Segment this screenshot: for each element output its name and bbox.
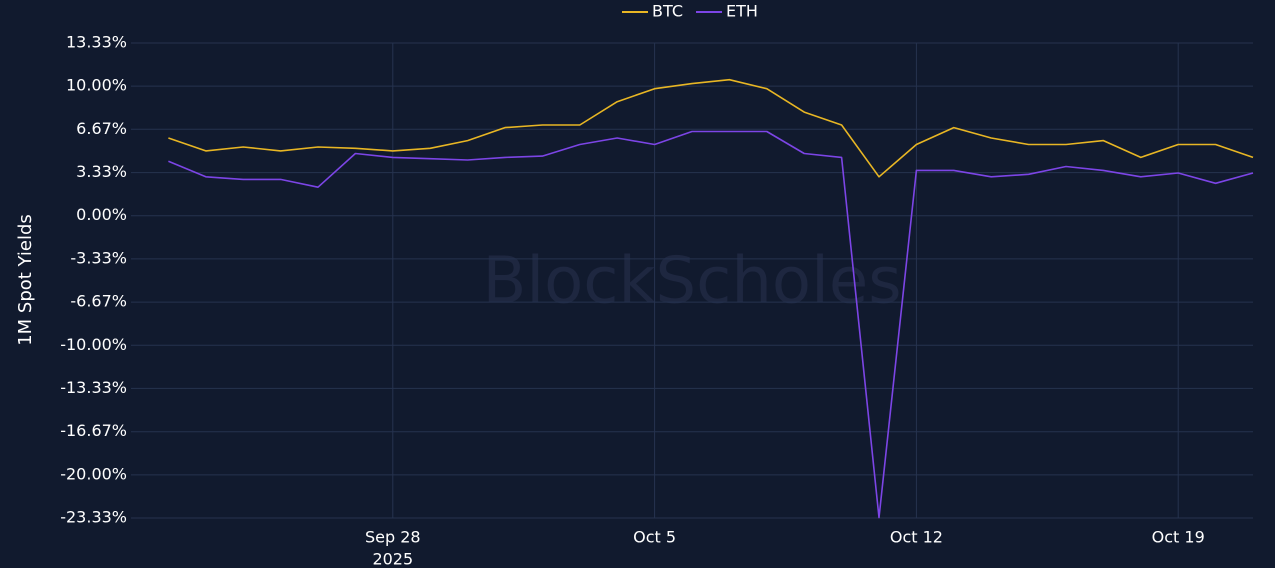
- y-tick-label: 13.33%: [66, 33, 127, 52]
- y-tick-label: -13.33%: [60, 378, 127, 397]
- series-line: [168, 130, 1254, 519]
- y-tick-label: 0.00%: [76, 205, 127, 224]
- y-tick-label: 3.33%: [76, 162, 127, 181]
- y-axis-title: 1M Spot Yields: [15, 214, 36, 346]
- x-tick-label: Oct 12: [890, 528, 943, 547]
- legend-label: ETH: [726, 2, 758, 21]
- y-tick-label: -16.67%: [60, 421, 127, 440]
- y-tick-label: 10.00%: [66, 76, 127, 95]
- y-tick-label: -3.33%: [70, 248, 127, 267]
- x-tick-label: Sep 28: [365, 528, 421, 547]
- y-tick-label: -23.33%: [60, 508, 127, 527]
- y-tick-label: -10.00%: [60, 335, 127, 354]
- legend-label: BTC: [652, 2, 683, 21]
- y-tick-label: -6.67%: [70, 292, 127, 311]
- watermark: BlockScholes: [482, 245, 901, 319]
- x-year-label: 2025: [372, 550, 413, 568]
- x-tick-label: Oct 5: [633, 528, 676, 547]
- y-tick-label: -20.00%: [60, 464, 127, 483]
- x-tick-label: Oct 19: [1152, 528, 1205, 547]
- series-line: [168, 78, 1254, 178]
- y-tick-label: 6.67%: [76, 119, 127, 138]
